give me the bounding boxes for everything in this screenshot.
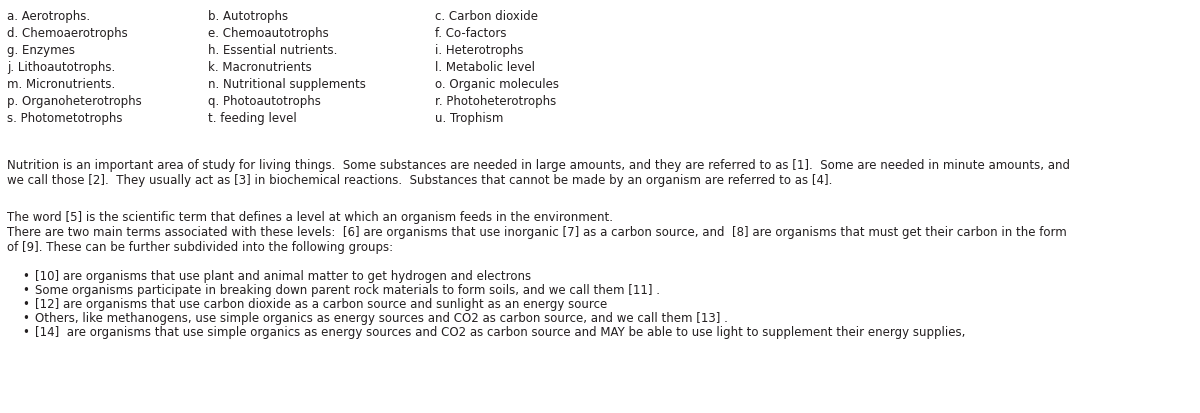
Text: •: • <box>22 269 29 282</box>
Text: •: • <box>22 297 29 310</box>
Text: k. Macronutrients: k. Macronutrients <box>208 61 312 74</box>
Text: The word [5] is the scientific term that defines a level at which an organism fe: The word [5] is the scientific term that… <box>7 211 613 223</box>
Text: There are two main terms associated with these levels:  [6] are organisms that u: There are two main terms associated with… <box>7 225 1067 238</box>
Text: r. Photoheterotrophs: r. Photoheterotrophs <box>436 95 557 108</box>
Text: •: • <box>22 325 29 338</box>
Text: h. Essential nutrients.: h. Essential nutrients. <box>208 44 337 57</box>
Text: e. Chemoautotrophs: e. Chemoautotrophs <box>208 27 329 40</box>
Text: [10] are organisms that use plant and animal matter to get hydrogen and electron: [10] are organisms that use plant and an… <box>35 269 532 282</box>
Text: Nutrition is an important area of study for living things.  Some substances are : Nutrition is an important area of study … <box>7 159 1070 171</box>
Text: q. Photoautotrophs: q. Photoautotrophs <box>208 95 320 108</box>
Text: t. feeding level: t. feeding level <box>208 112 296 125</box>
Text: j. Lithoautotrophs.: j. Lithoautotrophs. <box>7 61 115 74</box>
Text: s. Photometotrophs: s. Photometotrophs <box>7 112 122 125</box>
Text: •: • <box>22 283 29 296</box>
Text: •: • <box>22 311 29 324</box>
Text: Others, like methanogens, use simple organics as energy sources and CO2 as carbo: Others, like methanogens, use simple org… <box>35 311 728 324</box>
Text: d. Chemoaerotrophs: d. Chemoaerotrophs <box>7 27 127 40</box>
Text: b. Autotrophs: b. Autotrophs <box>208 10 288 23</box>
Text: l. Metabolic level: l. Metabolic level <box>436 61 535 74</box>
Text: of [9]. These can be further subdivided into the following groups:: of [9]. These can be further subdivided … <box>7 240 394 254</box>
Text: a. Aerotrophs.: a. Aerotrophs. <box>7 10 90 23</box>
Text: i. Heterotrophs: i. Heterotrophs <box>436 44 523 57</box>
Text: we call those [2].  They usually act as [3] in biochemical reactions.  Substance: we call those [2]. They usually act as [… <box>7 173 833 187</box>
Text: Some organisms participate in breaking down parent rock materials to form soils,: Some organisms participate in breaking d… <box>35 283 660 296</box>
Text: f. Co-factors: f. Co-factors <box>436 27 506 40</box>
Text: m. Micronutrients.: m. Micronutrients. <box>7 78 115 91</box>
Text: c. Carbon dioxide: c. Carbon dioxide <box>436 10 538 23</box>
Text: [12] are organisms that use carbon dioxide as a carbon source and sunlight as an: [12] are organisms that use carbon dioxi… <box>35 297 607 310</box>
Text: u. Trophism: u. Trophism <box>436 112 503 125</box>
Text: [14]  are organisms that use simple organics as energy sources and CO2 as carbon: [14] are organisms that use simple organ… <box>35 325 965 338</box>
Text: g. Enzymes: g. Enzymes <box>7 44 74 57</box>
Text: n. Nutritional supplements: n. Nutritional supplements <box>208 78 366 91</box>
Text: o. Organic molecules: o. Organic molecules <box>436 78 559 91</box>
Text: p. Organoheterotrophs: p. Organoheterotrophs <box>7 95 142 108</box>
